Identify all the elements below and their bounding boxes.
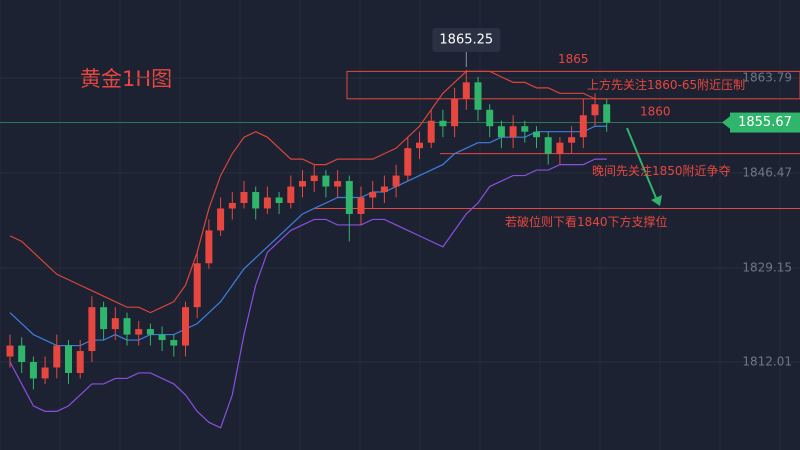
last-price-pointer	[722, 115, 731, 130]
candle-body	[158, 334, 166, 341]
band-line	[9, 70, 607, 314]
y-tick-label: 1846.47	[742, 165, 792, 179]
candle-body	[146, 329, 154, 335]
annotation: 若破位则下看1840下方支撑位	[505, 214, 668, 229]
candle-body	[544, 137, 552, 154]
candle-body	[18, 345, 26, 362]
last-price-label: 1855.67	[738, 115, 792, 130]
annotation: 晚间先关注1850附近争夺	[592, 163, 731, 178]
candle-body	[29, 361, 37, 379]
candle-body	[65, 345, 72, 373]
high-label-box	[432, 28, 501, 53]
candle-body	[357, 197, 365, 214]
candle-body	[486, 109, 494, 127]
candle-body	[88, 307, 96, 352]
y-tick-label: 1812.01	[742, 354, 792, 368]
candle-body	[568, 137, 576, 143]
candle-body	[334, 181, 342, 187]
candle-body	[182, 307, 189, 346]
candle-body	[474, 82, 482, 110]
candle-body	[345, 181, 353, 214]
candle-body	[263, 197, 271, 209]
candle-body	[287, 186, 295, 203]
arrow-head	[651, 195, 662, 206]
candle-body	[579, 115, 587, 138]
candle-body	[591, 104, 599, 116]
candle-body	[193, 263, 201, 308]
annotation: 上方先关注1860-65附近压制	[587, 77, 745, 92]
candle-body	[275, 197, 283, 203]
arrow	[626, 127, 657, 199]
candle-body	[521, 126, 529, 132]
candle-body	[497, 126, 505, 138]
band-line	[9, 158, 607, 429]
candle-body	[228, 202, 236, 209]
candle-body	[135, 329, 143, 335]
y-tick-label: 1863.79	[742, 71, 792, 85]
candle-body	[404, 148, 412, 176]
candle-body	[310, 175, 318, 182]
high-label: 1865.25	[439, 33, 493, 48]
candle-body	[451, 98, 459, 127]
candle-body	[416, 142, 423, 149]
resistance-low-label: 1860	[640, 104, 671, 118]
candle-body	[392, 175, 400, 187]
candle-body	[53, 345, 61, 368]
candle-body	[322, 175, 330, 187]
candle-body	[439, 120, 447, 127]
candle-body	[111, 318, 119, 330]
candle-body	[205, 230, 213, 264]
candle-body	[41, 367, 49, 379]
candle-body	[369, 192, 377, 198]
resistance-high-label: 1865	[558, 52, 589, 66]
candle-body	[170, 340, 178, 346]
resistance-zone	[346, 70, 800, 100]
candle-body	[427, 120, 435, 143]
candle-body	[380, 186, 388, 193]
candle-body	[509, 126, 517, 138]
candle-body	[240, 192, 248, 203]
candle-body	[100, 307, 108, 330]
candle-body	[533, 131, 540, 138]
candle-body	[76, 351, 84, 373]
background-grid	[0, 0, 780, 450]
candle-body	[299, 181, 306, 187]
candle-body	[252, 192, 260, 209]
candle-body	[462, 82, 470, 99]
candle-body	[123, 318, 131, 335]
candle-body	[556, 142, 564, 154]
y-tick-label: 1829.15	[742, 260, 792, 274]
candle-body	[6, 345, 14, 357]
candle-body	[217, 208, 225, 231]
band-line	[9, 125, 607, 347]
last-price-box	[730, 112, 800, 133]
candle-body	[603, 104, 611, 123]
chart-title: 黄金1H图	[80, 67, 172, 91]
